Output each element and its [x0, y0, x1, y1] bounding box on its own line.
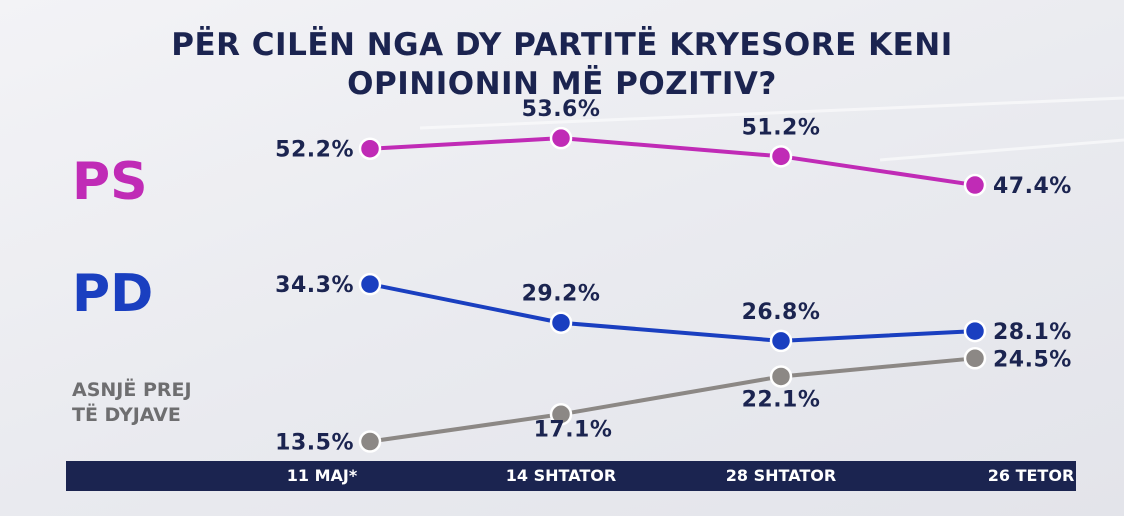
data-label-ps: 52.2%	[275, 138, 354, 163]
series-line-none	[368, 356, 977, 444]
data-point-ps	[963, 173, 987, 197]
chart-title: PËR CILËN NGA DY PARTITË KRYESORE KENI O…	[0, 26, 1124, 104]
data-point-ps	[358, 137, 382, 160]
data-label-none: 17.1%	[534, 417, 613, 442]
legend-none-line-2: TË DYJAVE	[72, 404, 181, 426]
legend-ps: PS	[72, 152, 148, 212]
x-axis-bar: 11 MAJ* 14 SHTATOR 28 SHTATOR 26 TETOR	[66, 461, 1076, 491]
data-label-pd: 26.8%	[742, 300, 821, 325]
legend-none-line-1: ASNJË PREJ	[72, 379, 192, 401]
data-label-none: 22.1%	[742, 387, 821, 412]
x-tick-label: 14 SHTATOR	[505, 466, 617, 485]
data-label-none: 24.5%	[993, 347, 1072, 372]
data-point-ps	[549, 126, 573, 150]
data-point-ps	[769, 145, 793, 168]
data-label-none: 13.5%	[275, 431, 354, 456]
data-label-ps: 51.2%	[742, 115, 821, 140]
data-point-pd	[769, 329, 793, 353]
background-streak	[419, 96, 1124, 130]
data-label-pd: 34.3%	[275, 273, 354, 298]
background-streak	[879, 138, 1124, 162]
series-line-ps	[368, 136, 977, 188]
data-label-pd: 28.1%	[993, 320, 1072, 345]
data-point-none	[549, 403, 573, 426]
data-point-none	[963, 347, 987, 370]
legend-pd: PD	[72, 264, 154, 324]
series-line-pd	[368, 282, 977, 343]
data-point-pd	[358, 272, 382, 296]
x-tick-label: 11 MAJ*	[286, 466, 358, 485]
x-tick-label: 28 SHTATOR	[725, 466, 837, 485]
legend-none: ASNJË PREJ TË DYJAVE	[72, 378, 252, 428]
data-point-pd	[963, 319, 987, 343]
chart-title-line-1: PËR CILËN NGA DY PARTITË KRYESORE KENI	[171, 27, 953, 63]
data-point-none	[358, 430, 382, 453]
data-label-ps: 53.6%	[522, 97, 601, 122]
chart-title-line-2: OPINIONIN MË POZITIV?	[347, 66, 777, 102]
data-point-none	[769, 365, 793, 388]
data-point-pd	[549, 311, 573, 334]
data-label-pd: 29.2%	[522, 282, 601, 307]
data-label-ps: 47.4%	[993, 174, 1072, 199]
x-tick-label: 26 TETOR	[987, 466, 1075, 485]
